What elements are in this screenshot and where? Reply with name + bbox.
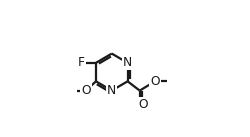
Text: F: F <box>78 56 85 69</box>
Text: N: N <box>123 56 132 69</box>
Text: O: O <box>150 75 160 88</box>
Text: N: N <box>107 84 117 97</box>
Text: O: O <box>138 98 148 111</box>
Text: O: O <box>81 84 91 97</box>
